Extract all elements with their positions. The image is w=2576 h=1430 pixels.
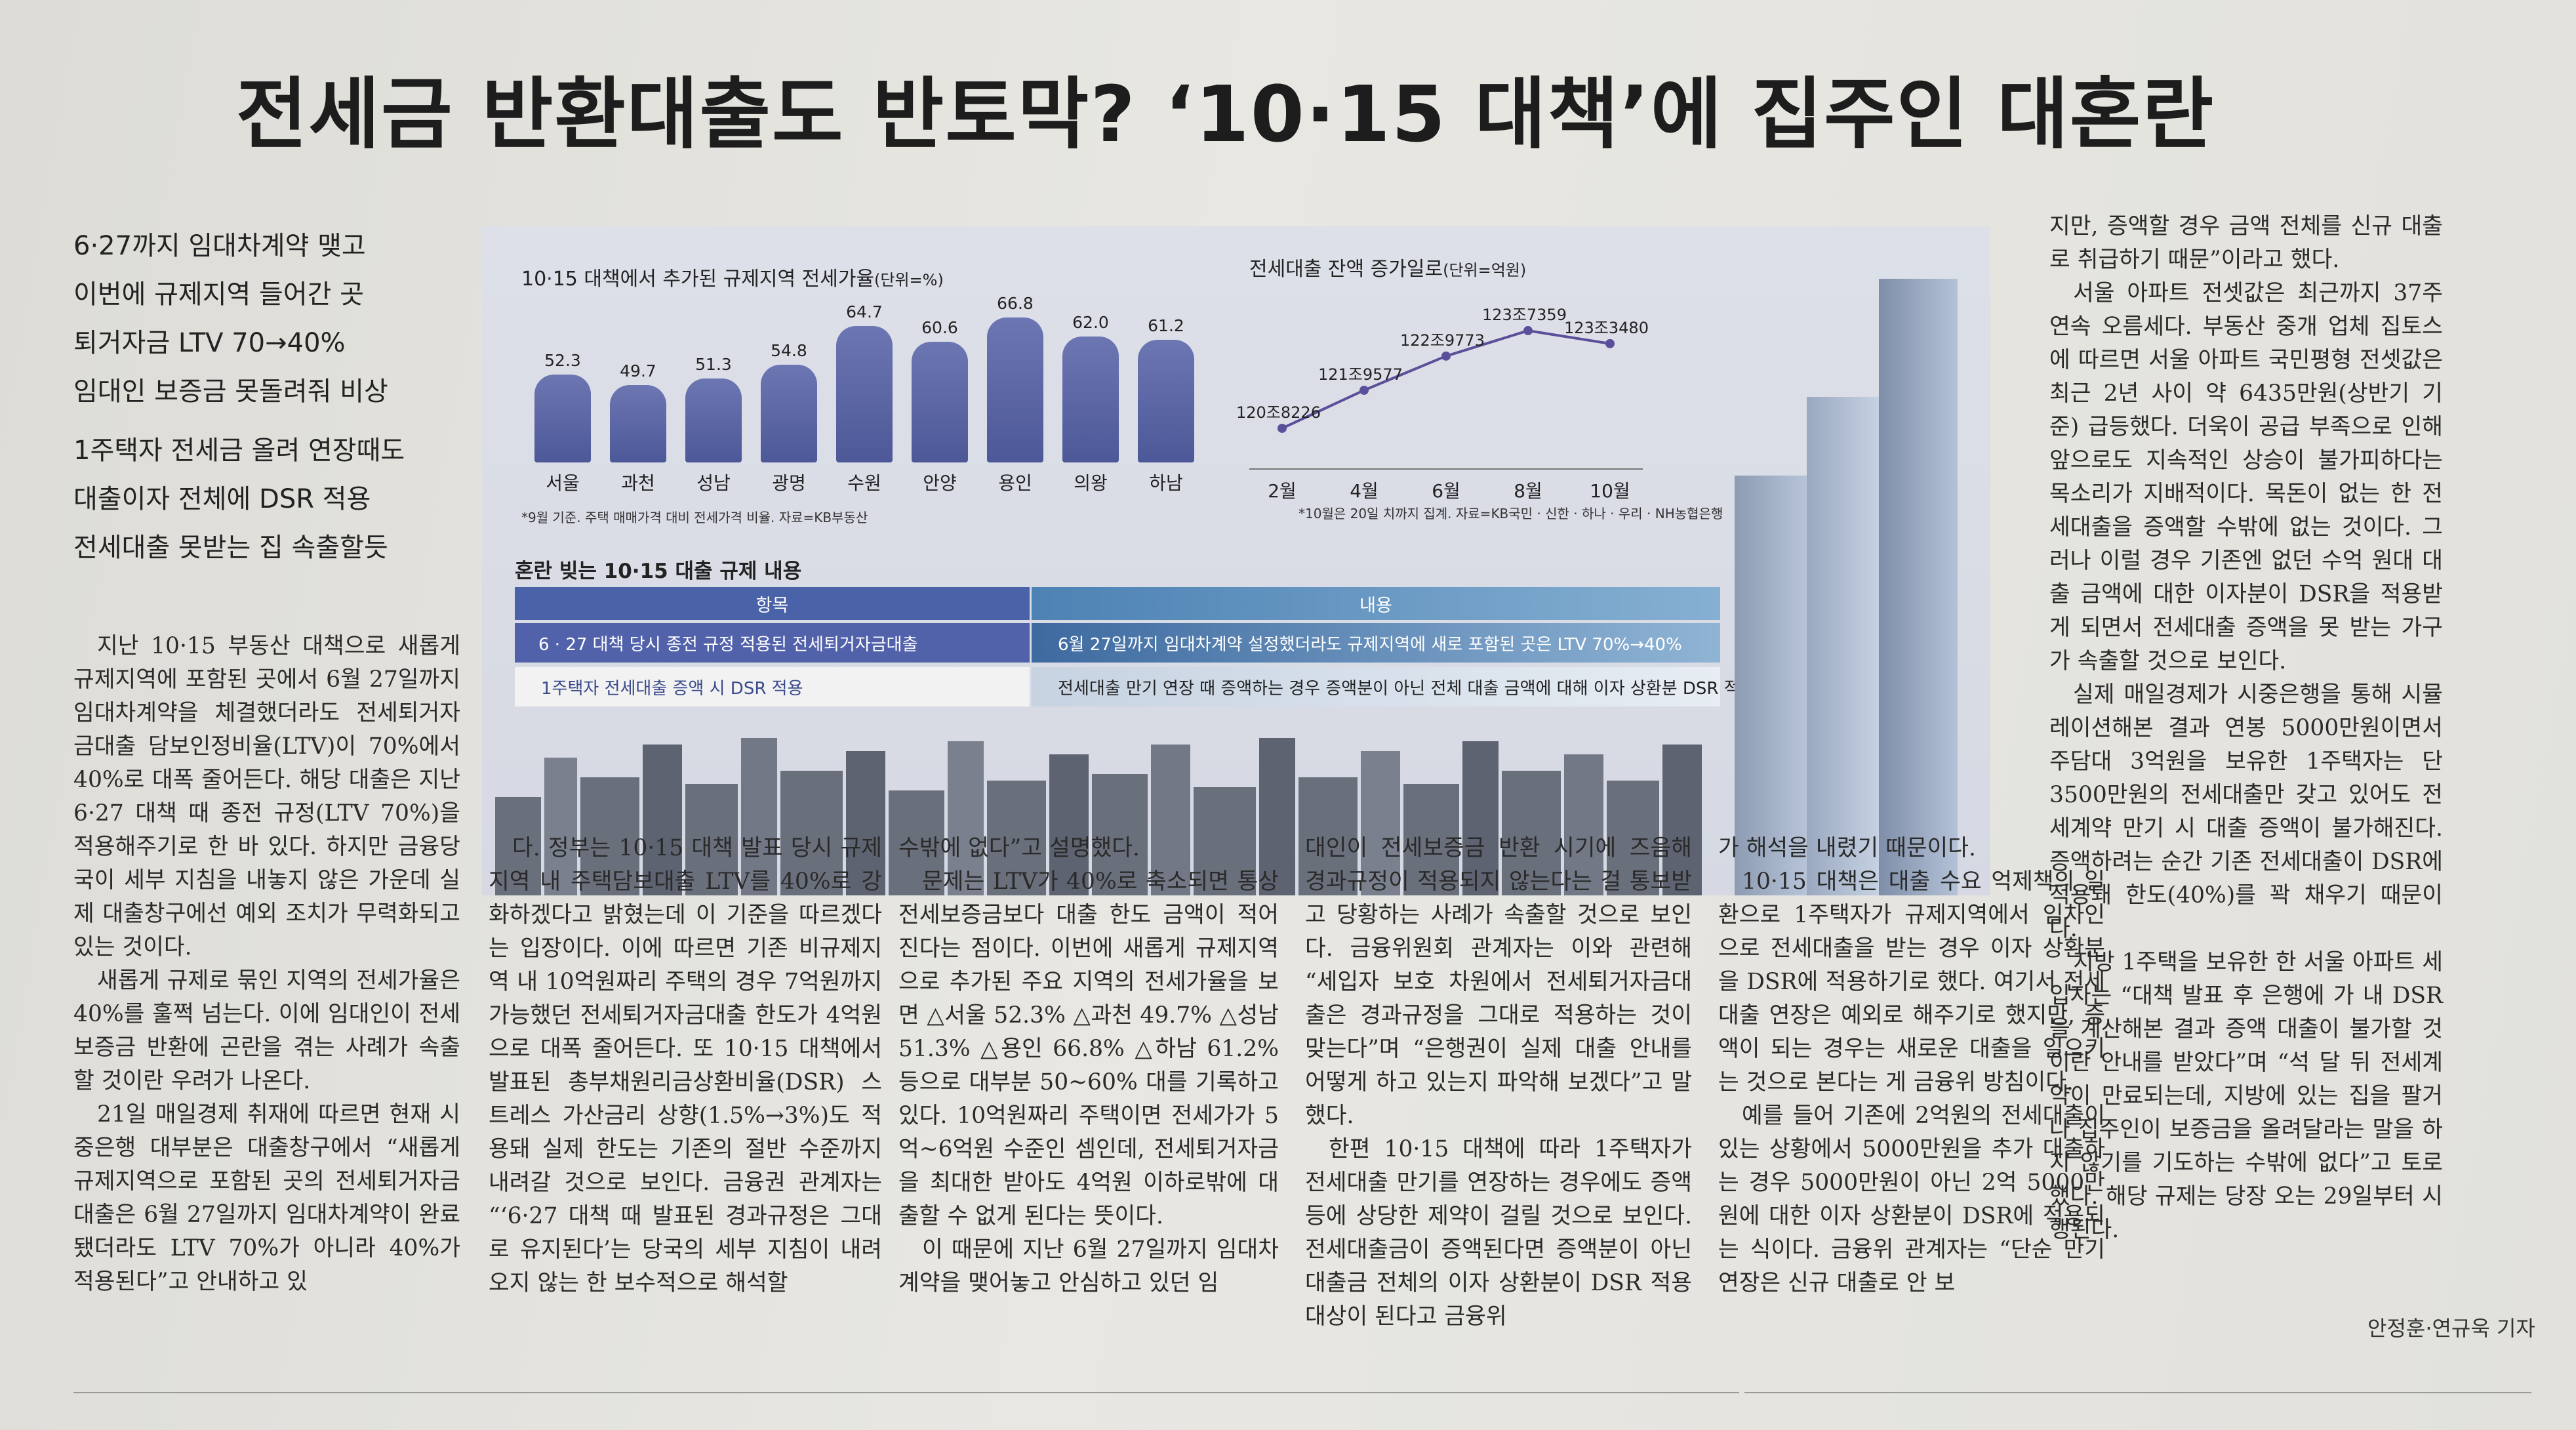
article-paragraph: 지만, 증액할 경우 금액 전체를 신규 대출로 취급하기 때문”이라고 했다. [2049, 213, 2443, 273]
bar-category-label: 광명 [772, 472, 806, 494]
bar-광명 [761, 365, 817, 462]
bar-category-label: 성남 [696, 472, 731, 494]
bar-category-label: 하남 [1149, 472, 1183, 494]
article-paragraph: 예를 들어 기존에 2억원의 전세대출이 있는 상황에서 5000만원을 추가 … [1718, 1103, 2105, 1296]
article-paragraph: 새롭게 규제로 묶인 지역의 전세가율은 40%를 훌쩍 넘는다. 이에 임대인… [73, 968, 460, 1094]
bar-value-label: 60.6 [921, 318, 958, 338]
line-value-label: 120조8226 [1236, 403, 1321, 422]
bar-category-label: 의왕 [1074, 472, 1108, 494]
subhead-line-7: 전세대출 못받는 집 속출할듯 [73, 533, 388, 563]
bar-수원 [836, 325, 893, 462]
article-column-4: 대인이 전세보증금 반환 시기에 즈음해 경과규정이 적용되지 않는다는 걸 통… [1305, 832, 1692, 1334]
line-value-label: 122조9773 [1400, 331, 1485, 350]
article-paragraph: 10·15 대책은 대출 수요 억제책의 일환으로 1주택자가 규제지역에서 임… [1718, 868, 2105, 1095]
subhead-line-6: 대출이자 전체에 DSR 적용 [73, 484, 371, 514]
bottom-rule-right [1744, 1392, 2531, 1393]
bar-value-label: 61.2 [1148, 316, 1184, 335]
subhead-line-5: 1주택자 전세금 올려 연장때도 [73, 436, 405, 466]
bar-안양 [912, 342, 968, 462]
bar-chart: 52.3 서울 49.7 과천 51.3 성남 54.8 광명 64.7 수원 60.6 안양 66.8… [482, 226, 1203, 541]
bar-value-label: 64.7 [846, 302, 883, 321]
bar-value-label: 51.3 [695, 355, 732, 375]
line-point [1441, 351, 1451, 361]
line-point [1605, 338, 1615, 348]
line-chart-title: 전세대출 잔액 증가일로(단위=억원) [1249, 258, 1527, 281]
line-value-label: 121조9577 [1318, 365, 1403, 384]
table-title: 혼란 빚는 10·15 대출 규제 내용 [515, 560, 802, 583]
bottom-rule [73, 1392, 1739, 1393]
article-paragraph: 21일 매일경제 취재에 따르면 현재 시중은행 대부분은 대출창구에서 “새롭… [73, 1101, 460, 1295]
bar-value-label: 66.8 [997, 294, 1034, 314]
line-x-label: 10월 [1590, 480, 1630, 502]
article-paragraph: 가 해석을 내렸기 때문이다. [1718, 835, 1977, 861]
article-column-5: 가 해석을 내렸기 때문이다. 10·15 대책은 대출 수요 억제책의 일환으로… [1718, 832, 2105, 1300]
table-header-item: 항목 [515, 587, 1030, 620]
bar-의왕 [1062, 337, 1119, 462]
subhead-line-2: 이번에 규제지역 들어간 곳 [73, 279, 364, 310]
bar-chart-note: *9월 기준. 주택 매매가격 대비 전세가격 비율. 자료=KB부동산 [521, 510, 868, 525]
byline: 안정훈·연규욱 기자 [2367, 1316, 2535, 1341]
bar-value-label: 62.0 [1072, 313, 1109, 332]
article-paragraph: 다. 정부는 10·15 대책 발표 당시 규제지역 내 주택담보대출 LTV를… [489, 835, 882, 1296]
article-paragraph: 대인이 전세보증금 반환 시기에 즈음해 경과규정이 적용되지 않는다는 걸 통… [1305, 835, 1692, 1129]
line-point [1359, 385, 1369, 395]
bar-value-label: 52.3 [544, 351, 581, 371]
article-paragraph: 실제 매일경제가 시중은행을 통해 시뮬레이션해본 결과 연봉 5000만원이면… [2049, 682, 2443, 942]
table-header-content: 내용 [1032, 587, 1720, 620]
table-row-1-content: 6월 27일까지 임대차계약 설정했더라도 규제지역에 새로 포함된 곳은 LT… [1032, 623, 1720, 663]
subhead-line-3: 퇴거자금 LTV 70→40% [73, 328, 346, 358]
table-row-2-content: 전세대출 만기 연장 때 증액하는 경우 증액분이 아닌 전체 대출 금액에 대… [1032, 667, 1756, 706]
article-paragraph: 서울 아파트 전셋값은 최근까지 37주 연속 오름세다. 부동산 중개 업체 … [2049, 280, 2443, 674]
bar-category-label: 용인 [998, 472, 1032, 494]
bar-category-label: 서울 [546, 472, 580, 494]
subhead-line-4: 임대인 보증금 못돌려줘 비상 [73, 377, 388, 407]
line-point [1278, 423, 1287, 433]
subhead-line-1: 6·27까지 임대차계약 맺고 [73, 231, 366, 261]
article-paragraph: 지방 1주택을 보유한 한 서울 아파트 세입자는 “대책 발표 후 은행에 가… [2049, 949, 2443, 1243]
table-row-1-item: 6 · 27 대책 당시 종전 규정 적용된 전세퇴거자금대출 [515, 623, 1030, 663]
line-value-label: 123조3480 [1564, 318, 1649, 337]
article-paragraph: 문제는 LTV가 40%로 축소되면 통상 전세보증금보다 대출 한도 금액이 … [898, 868, 1279, 1229]
bar-과천 [610, 384, 666, 462]
page-title: 전세금 반환대출도 반토막? ‘10·15 대책’에 집주인 대혼란 [236, 69, 2215, 159]
article-paragraph: 한편 10·15 대책에 따라 1주택자가 전세대출 만기를 연장하는 경우에도… [1305, 1136, 1692, 1330]
article-paragraph: 지난 10·15 부동산 대책으로 새롭게 규제지역에 포함된 곳에서 6월 2… [73, 633, 460, 960]
bar-성남 [685, 378, 742, 462]
line-chart [1249, 326, 1643, 470]
bar-category-label: 과천 [621, 472, 655, 494]
line-x-label: 6월 [1432, 480, 1460, 502]
bar-value-label: 49.7 [620, 361, 656, 380]
article-column-3: 수밖에 없다”고 설명했다. 문제는 LTV가 40%로 축소되면 통상 전세보증… [898, 832, 1279, 1300]
bar-category-label: 안양 [923, 472, 957, 494]
bar-value-label: 54.8 [771, 341, 807, 361]
bar-서울 [534, 375, 591, 462]
bar-chart-title: 10·15 대책에서 추가된 규제지역 전세가율(단위=%) [521, 268, 944, 291]
infographic: 10·15 대책에서 추가된 규제지역 전세가율(단위=%) 52.3 서울 49.… [482, 226, 1990, 895]
article-column-2: 다. 정부는 10·15 대책 발표 당시 규제지역 내 주택담보대출 LTV를… [489, 832, 882, 1300]
line-x-label: 4월 [1350, 480, 1379, 502]
line-point [1523, 326, 1533, 336]
line-x-label: 2월 [1268, 480, 1297, 502]
line-x-label: 8월 [1514, 480, 1542, 502]
article-paragraph: 수밖에 없다”고 설명했다. [898, 835, 1140, 861]
line-chart-note: *10월은 20일 치까지 집계. 자료=KB국민 · 신한 · 하나 · 우리… [1298, 506, 1723, 521]
table-row-2-item: 1주택자 전세대출 증액 시 DSR 적용 [515, 667, 1030, 706]
bar-용인 [987, 317, 1043, 462]
article-paragraph: 이 때문에 지난 6월 27일까지 임대차계약을 맺어놓고 안심하고 있던 임 [898, 1236, 1279, 1296]
line-value-label: 123조7359 [1482, 306, 1567, 325]
bar-category-label: 수원 [847, 472, 881, 494]
bar-하남 [1138, 339, 1194, 462]
article-column-6: 지만, 증액할 경우 금액 전체를 신규 대출로 취급하기 때문”이라고 했다.… [2049, 210, 2443, 1247]
article-column-1: 지난 10·15 부동산 대책으로 새롭게 규제지역에 포함된 곳에서 6월 2… [73, 630, 460, 1299]
